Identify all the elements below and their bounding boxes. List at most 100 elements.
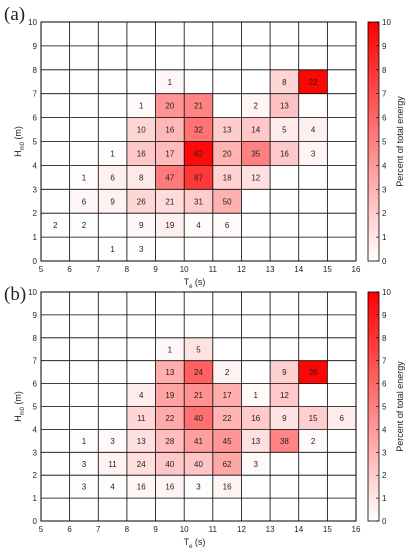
x-tick-label: 5 [39,525,44,534]
y-tick-label: 6 [33,114,38,123]
x-tick-label: 8 [125,525,130,534]
x-tick-label: 9 [153,525,158,534]
x-axis-label-unit: (s) [192,537,205,547]
panel-label: (b) [4,284,26,305]
y-axis-label-unit: (m) [13,126,23,142]
y-tick-label: 10 [28,288,37,297]
cell-label: 1 [139,102,144,111]
heatmap-cell [98,189,127,214]
heatmap-cell [41,213,70,238]
heatmap-cell [212,452,242,476]
heatmap-cell [126,237,156,261]
y-tick-label: 0 [33,517,38,526]
cell-label: 87 [194,173,203,182]
cell-label: 11 [108,460,117,469]
x-axis-label: Te (s) [184,537,206,550]
heatmap-cell [126,475,156,499]
x-tick-label: 16 [352,265,361,274]
y-tick-label: 9 [33,42,38,51]
cell-label: 2 [53,221,58,230]
heatmap-cell [241,165,271,190]
heatmap-cell [126,117,156,142]
colorbar-tick-label: 10 [382,288,391,297]
heatmap-cell [98,237,127,261]
plot-frame [40,21,357,262]
y-axis-label-main: H [13,150,23,157]
colorbar-tick-label: 1 [382,233,387,242]
heatmap-cell [270,383,299,407]
heatmap-cell [69,189,99,214]
x-axis-label-main: T [184,277,190,287]
heatmap-cell [270,360,299,384]
cell-label: 13 [165,368,174,377]
heatmap-cell [212,429,242,453]
heatmap-cell [298,69,328,94]
heatmap-cell [212,189,242,214]
cell-label: 62 [223,460,232,469]
cell-label: 13 [223,126,232,135]
cell-label: 3 [196,483,201,492]
heatmap-cell [298,406,328,430]
x-tick-label: 5 [39,265,44,274]
heatmap-cell [212,360,242,384]
cell-label: 16 [165,483,174,492]
cell-label: 3 [139,245,144,254]
heatmap-cell [212,406,242,430]
colorbar-tick-label: 6 [382,114,387,123]
colorbar-tick-label: 5 [382,403,387,412]
heatmap-cell [155,213,185,238]
cell-label: 1 [110,149,115,158]
cell-label: 8 [139,173,144,182]
heatmap-cell [155,360,185,384]
cell-label: 15 [309,414,318,423]
colorbar-tick-label: 0 [382,257,387,266]
heatmap-cell [155,452,185,476]
heatmap-cell [126,383,156,407]
cell-label: 26 [137,197,146,206]
heatmap-cell [184,117,213,142]
heatmap-cell [155,165,185,190]
cell-label: 45 [223,437,232,446]
heatmap-cell [98,429,127,453]
y-axis-label-main: H [13,415,23,422]
cell-label: 26 [309,368,318,377]
cell-label: 6 [339,414,344,423]
heatmap-cell [270,141,299,166]
colorbar-label: Percent of total energy [395,361,405,452]
cell-label: 31 [194,197,203,206]
heatmap-cell [270,406,299,430]
x-tick-label: 13 [266,265,275,274]
cell-label: 16 [137,149,146,158]
cell-label: 1 [82,437,87,446]
y-tick-label: 6 [33,380,38,389]
colorbar-tick-label: 5 [382,138,387,147]
cell-label: 3 [82,460,87,469]
cell-label: 40 [165,460,174,469]
y-tick-label: 10 [28,18,37,27]
y-tick-label: 5 [33,403,38,412]
heatmap-cell [241,93,271,118]
heatmap-cell [126,189,156,214]
heatmap-cell [98,475,127,499]
cell-label: 40 [194,414,203,423]
heatmap-cell [69,452,99,476]
heatmap-cell [69,213,99,238]
heatmap-cell [298,141,328,166]
x-axis-label-sub: e [189,544,193,550]
heatmap-cell [126,141,156,166]
x-tick-label: 14 [294,265,303,274]
y-axis-label-sub: m0 [20,406,26,415]
y-tick-label: 1 [33,233,38,242]
cell-label: 2 [225,368,230,377]
heatmap-cell [212,165,242,190]
y-tick-label: 8 [33,334,38,343]
heatmap-cell [69,165,99,190]
cell-label: 13 [137,437,146,446]
cell-label: 17 [223,391,232,400]
cell-label: 11 [137,414,146,423]
heatmap-cell [212,383,242,407]
x-tick-label: 7 [96,265,101,274]
x-tick-label: 12 [237,525,246,534]
heatmap-cell [298,117,328,142]
